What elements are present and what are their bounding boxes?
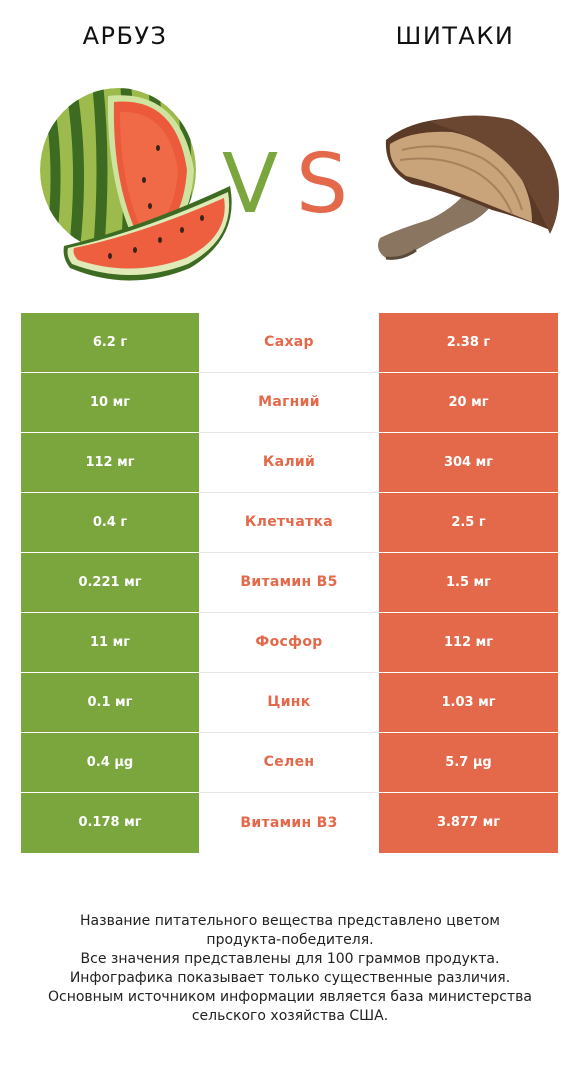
row-divider [199,792,379,793]
vs-label: V S [220,140,360,230]
nutrition-comparison-table: 6.2 г Сахар 2.38 г 10 мг Магний 20 мг 11… [21,313,558,853]
row-divider [199,552,379,553]
right-value: 3.877 мг [379,793,558,853]
left-value: 11 мг [21,613,199,672]
left-value: 0.1 мг [21,673,199,732]
table-row: 11 мг Фосфор 112 мг [21,613,558,673]
left-value: 6.2 г [21,313,199,372]
footnote-line: Название питательного вещества представл… [80,913,500,929]
right-value: 1.5 мг [379,553,558,612]
footnote-line: Основным источником информации является … [48,989,532,1005]
row-divider [199,612,379,613]
vs-letter-v: V [222,137,279,232]
vs-letter-s: S [296,137,349,232]
left-value: 10 мг [21,373,199,432]
row-divider [199,672,379,673]
table-row: 0.4 µg Селен 5.7 µg [21,733,558,793]
left-value: 0.221 мг [21,553,199,612]
row-divider [199,432,379,433]
nutrient-name: Клетчатка [199,493,379,552]
nutrient-name: Фосфор [199,613,379,672]
footnote-line: Все значения представлены для 100 граммо… [80,951,500,967]
row-divider [199,492,379,493]
watermelon-image [40,88,232,281]
nutrient-name: Селен [199,733,379,792]
footnote: Название питательного вещества представл… [20,912,560,1026]
left-value: 0.178 мг [21,793,199,853]
left-value: 0.4 µg [21,733,199,792]
row-divider [199,372,379,373]
left-value: 112 мг [21,433,199,492]
shiitake-mushroom-image [378,115,559,260]
right-value: 20 мг [379,373,558,432]
footnote-line: Инфографика показывает только существенн… [69,970,511,986]
right-value: 1.03 мг [379,673,558,732]
footnote-line: сельского хозяйства США. [191,1008,389,1024]
right-value: 112 мг [379,613,558,672]
nutrient-name: Витамин B3 [199,793,379,853]
table-row: 0.221 мг Витамин B5 1.5 мг [21,553,558,613]
table-row: 0.178 мг Витамин B3 3.877 мг [21,793,558,853]
right-value: 2.5 г [379,493,558,552]
nutrient-name: Магний [199,373,379,432]
right-value: 304 мг [379,433,558,492]
nutrient-name: Калий [199,433,379,492]
right-product-title: ШИТАКИ [395,22,515,50]
left-value: 0.4 г [21,493,199,552]
table-row: 0.1 мг Цинк 1.03 мг [21,673,558,733]
footnote-line: продукта-победителя. [206,932,374,948]
table-row: 0.4 г Клетчатка 2.5 г [21,493,558,553]
nutrient-name: Витамин B5 [199,553,379,612]
right-value: 2.38 г [379,313,558,372]
nutrient-name: Цинк [199,673,379,732]
left-product-title: АРБУЗ [82,22,168,50]
nutrient-name: Сахар [199,313,379,372]
table-row: 10 мг Магний 20 мг [21,373,558,433]
row-divider [199,732,379,733]
table-row: 112 мг Калий 304 мг [21,433,558,493]
table-row: 6.2 г Сахар 2.38 г [21,313,558,373]
right-value: 5.7 µg [379,733,558,792]
